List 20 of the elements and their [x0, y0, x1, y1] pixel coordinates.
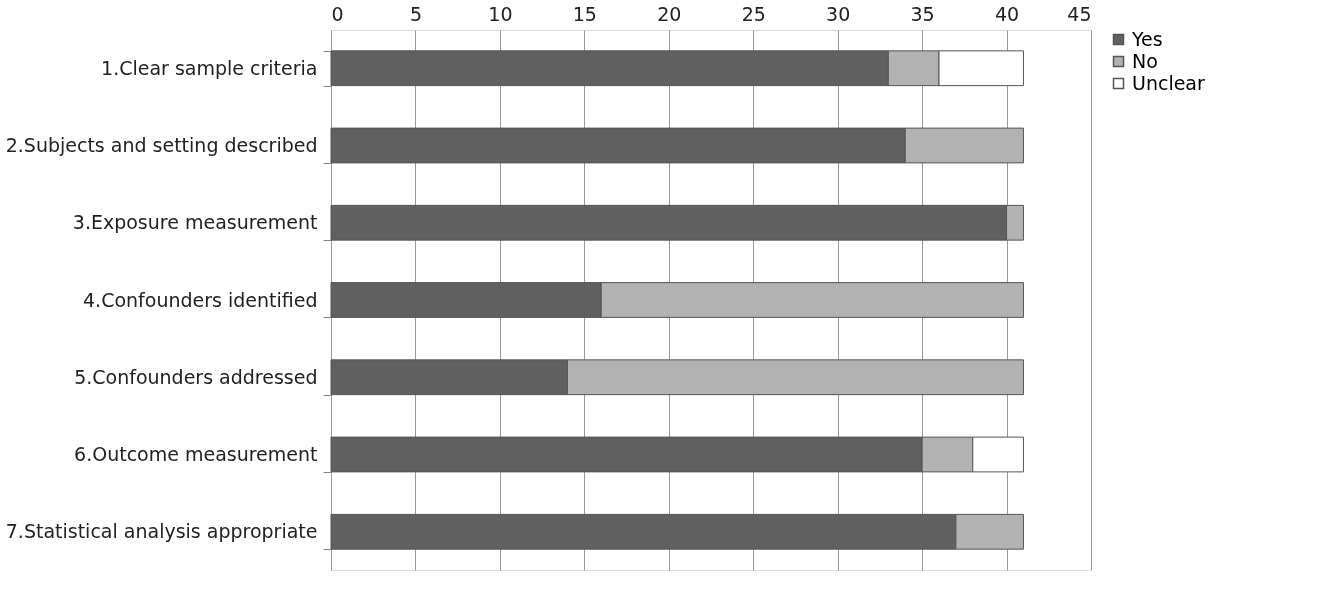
legend-label: No: [1132, 49, 1158, 72]
x-tick-label: 25: [741, 2, 766, 25]
x-tick-label: 35: [910, 2, 935, 25]
y-tick-label: 2.Subjects and setting described: [5, 133, 318, 156]
x-tick-label: 0: [331, 2, 344, 25]
x-tick-label: 40: [994, 2, 1020, 25]
y-tick-label: 3.Exposure measurement: [72, 211, 318, 234]
x-tick-label: 10: [488, 2, 513, 25]
x-tick-label: 30: [826, 2, 851, 25]
x-tick-label: 45: [1067, 2, 1092, 25]
legend-label: Yes: [1131, 27, 1163, 50]
x-tick-label: 20: [657, 2, 682, 25]
y-tick-label: 7.Statistical analysis appropriate: [5, 520, 318, 543]
legend-label: Unclear: [1132, 71, 1206, 94]
y-tick-label: 1.Clear sample criteria: [101, 56, 318, 79]
x-tick-label: 15: [572, 2, 597, 25]
x-tick-label: 5: [409, 2, 422, 25]
y-tick-label: 4.Confounders identified: [83, 288, 318, 311]
y-tick-label: 5.Confounders addressed: [74, 365, 318, 388]
y-tick-label: 6.Outcome measurement: [74, 443, 318, 466]
